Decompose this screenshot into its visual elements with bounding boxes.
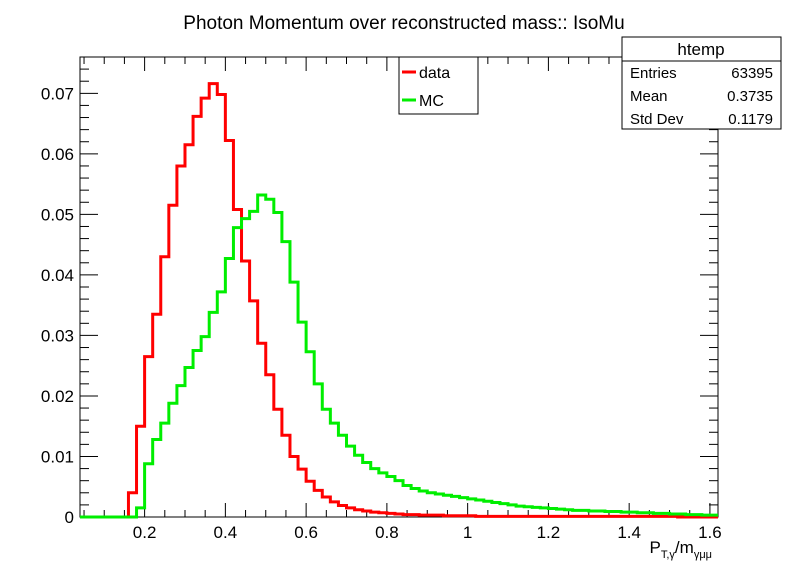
stats-mean-value: 0.3735	[727, 88, 773, 105]
x-tick-label: 0.8	[375, 523, 399, 542]
series-layer	[80, 82, 718, 519]
x-axis-label-main: P	[650, 538, 661, 557]
y-tick-label: 0.06	[41, 145, 74, 164]
x-tick-label: 1.2	[537, 523, 561, 542]
stats-stddev-label: Std Dev	[630, 111, 684, 128]
x-tick-label: 0.4	[214, 523, 238, 542]
series-line-data	[80, 82, 718, 519]
legend-box	[398, 56, 479, 115]
stats-stddev-value: 0.1179	[728, 111, 773, 128]
stats-box-frame	[621, 36, 782, 130]
y-tick-label: 0.05	[41, 205, 74, 224]
y-tick-label: 0.04	[41, 266, 74, 285]
x-axis: 0.2 0.4 0.6 0.8 1 1.2 1.4 1.6	[83, 57, 722, 542]
legend-label-mc: MC	[419, 93, 444, 110]
x-axis-label-sep: /m	[675, 538, 694, 557]
stats-mean-label: Mean	[630, 88, 668, 105]
y-axis: 0 0.01 0.02 0.03 0.04 0.05 0.06 0.07	[41, 56, 718, 527]
y-tick-label: 0.01	[41, 447, 74, 466]
x-tick-label: 1	[463, 523, 472, 542]
stats-entries-label: Entries	[630, 65, 677, 82]
y-tick-label: 0.02	[41, 387, 74, 406]
series-line-mc	[80, 193, 718, 519]
series-mc	[80, 193, 718, 519]
stats-box-title: htemp	[677, 40, 724, 59]
x-axis-label-sub1: T,γ	[661, 549, 676, 561]
x-tick-label: 1.6	[698, 523, 722, 542]
x-axis-label-sub2: γμμ	[694, 549, 712, 561]
stats-box: htemp Entries 63395 Mean 0.3735 Std Dev …	[621, 36, 782, 130]
x-tick-label: 0.6	[294, 523, 318, 542]
series-data	[80, 82, 718, 519]
y-tick-label: 0	[65, 508, 74, 527]
stats-entries-value: 63395	[731, 65, 773, 82]
legend-label-data: data	[419, 65, 450, 82]
y-tick-label: 0.03	[41, 326, 74, 345]
x-tick-label: 1.4	[617, 523, 641, 542]
x-axis-label: PT,γ/mγμμ	[650, 538, 712, 561]
y-tick-label: 0.07	[41, 84, 74, 103]
chart-title: Photon Momentum over reconstructed mass:…	[183, 13, 624, 34]
x-tick-label: 0.2	[133, 523, 157, 542]
legend: data MC	[398, 56, 479, 115]
